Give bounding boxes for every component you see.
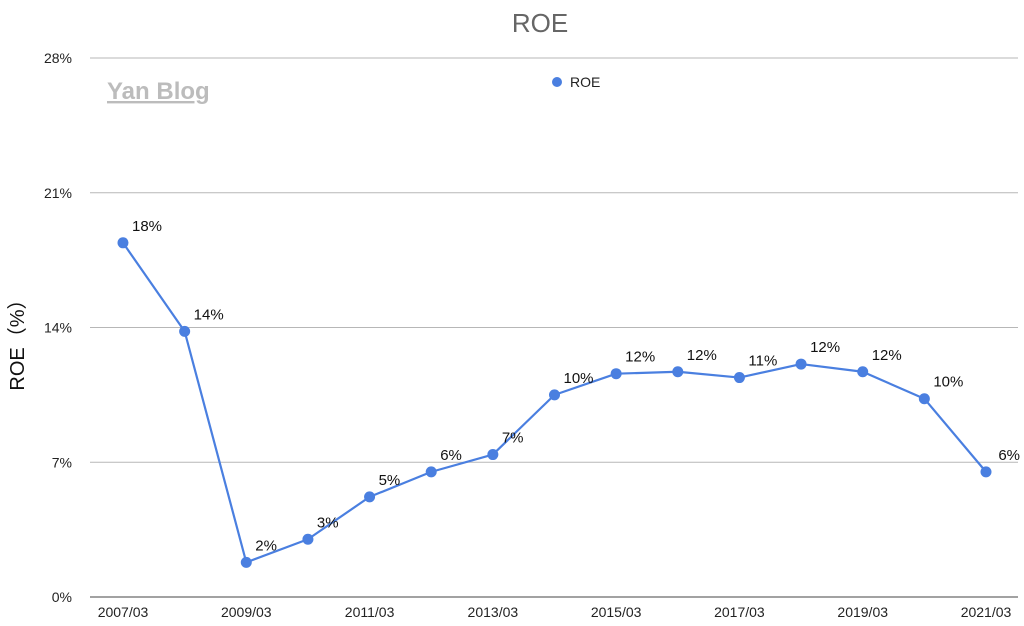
x-tick-label: 2019/03 [837, 604, 888, 620]
data-point [672, 366, 684, 378]
x-tick-label: 2011/03 [345, 604, 395, 620]
data-point [733, 372, 745, 384]
y-tick-label: 0% [52, 589, 72, 605]
data-label: 18% [132, 218, 162, 235]
data-label: 10% [564, 370, 594, 387]
y-tick-label: 28% [44, 50, 72, 66]
watermark-yan-blog: Yan Blog [107, 78, 210, 105]
gridlines [90, 57, 1018, 598]
data-point [980, 466, 992, 478]
data-point [364, 491, 376, 503]
data-point [795, 358, 807, 370]
legend-label: ROE [570, 74, 600, 90]
y-axis-ticks: 0% 7% 14% 21% 28% [44, 50, 72, 605]
data-label: 11% [748, 353, 777, 370]
data-label: 12% [687, 347, 717, 364]
data-point [302, 533, 314, 545]
data-label: 5% [379, 472, 401, 489]
data-point [610, 368, 622, 380]
data-label: 6% [998, 447, 1020, 464]
data-point [425, 466, 437, 478]
x-tick-label: 2017/03 [714, 604, 765, 620]
y-tick-label: 21% [44, 185, 72, 201]
data-point [487, 449, 499, 461]
data-point [549, 389, 560, 401]
data-label: 12% [625, 349, 655, 366]
data-label: 3% [317, 514, 339, 531]
y-tick-label: 14% [44, 320, 72, 336]
x-axis-ticks: 2007/03 2009/03 2011/03 2013/03 2015/03 2017/… [98, 604, 1012, 620]
chart-title: ROE [512, 8, 568, 38]
series-roe: 18% 14% 2% 3% 5% 6% 7% 10% 12% 12% 11% 12% 12% 10% 6% [117, 218, 1020, 568]
data-label: 12% [810, 339, 840, 356]
x-tick-label: 2021/03 [961, 604, 1012, 620]
data-point [117, 237, 129, 249]
data-label: 12% [872, 347, 902, 364]
data-point [240, 556, 252, 568]
y-tick-label: 7% [52, 454, 72, 470]
legend: ROE [552, 74, 600, 90]
x-tick-label: 2009/03 [221, 604, 272, 620]
data-label: 7% [502, 430, 524, 447]
data-point [179, 325, 191, 337]
data-label: 2% [255, 537, 277, 554]
y-axis-label: ROE（%） [6, 289, 29, 390]
data-point [918, 393, 930, 405]
data-label: 10% [933, 374, 963, 391]
x-tick-label: 2013/03 [468, 604, 519, 620]
data-label: 6% [440, 447, 462, 464]
x-tick-label: 2015/03 [591, 604, 642, 620]
data-label: 14% [194, 306, 224, 323]
data-point [857, 366, 869, 378]
legend-marker [552, 77, 562, 87]
x-tick-label: 2007/03 [98, 604, 149, 620]
